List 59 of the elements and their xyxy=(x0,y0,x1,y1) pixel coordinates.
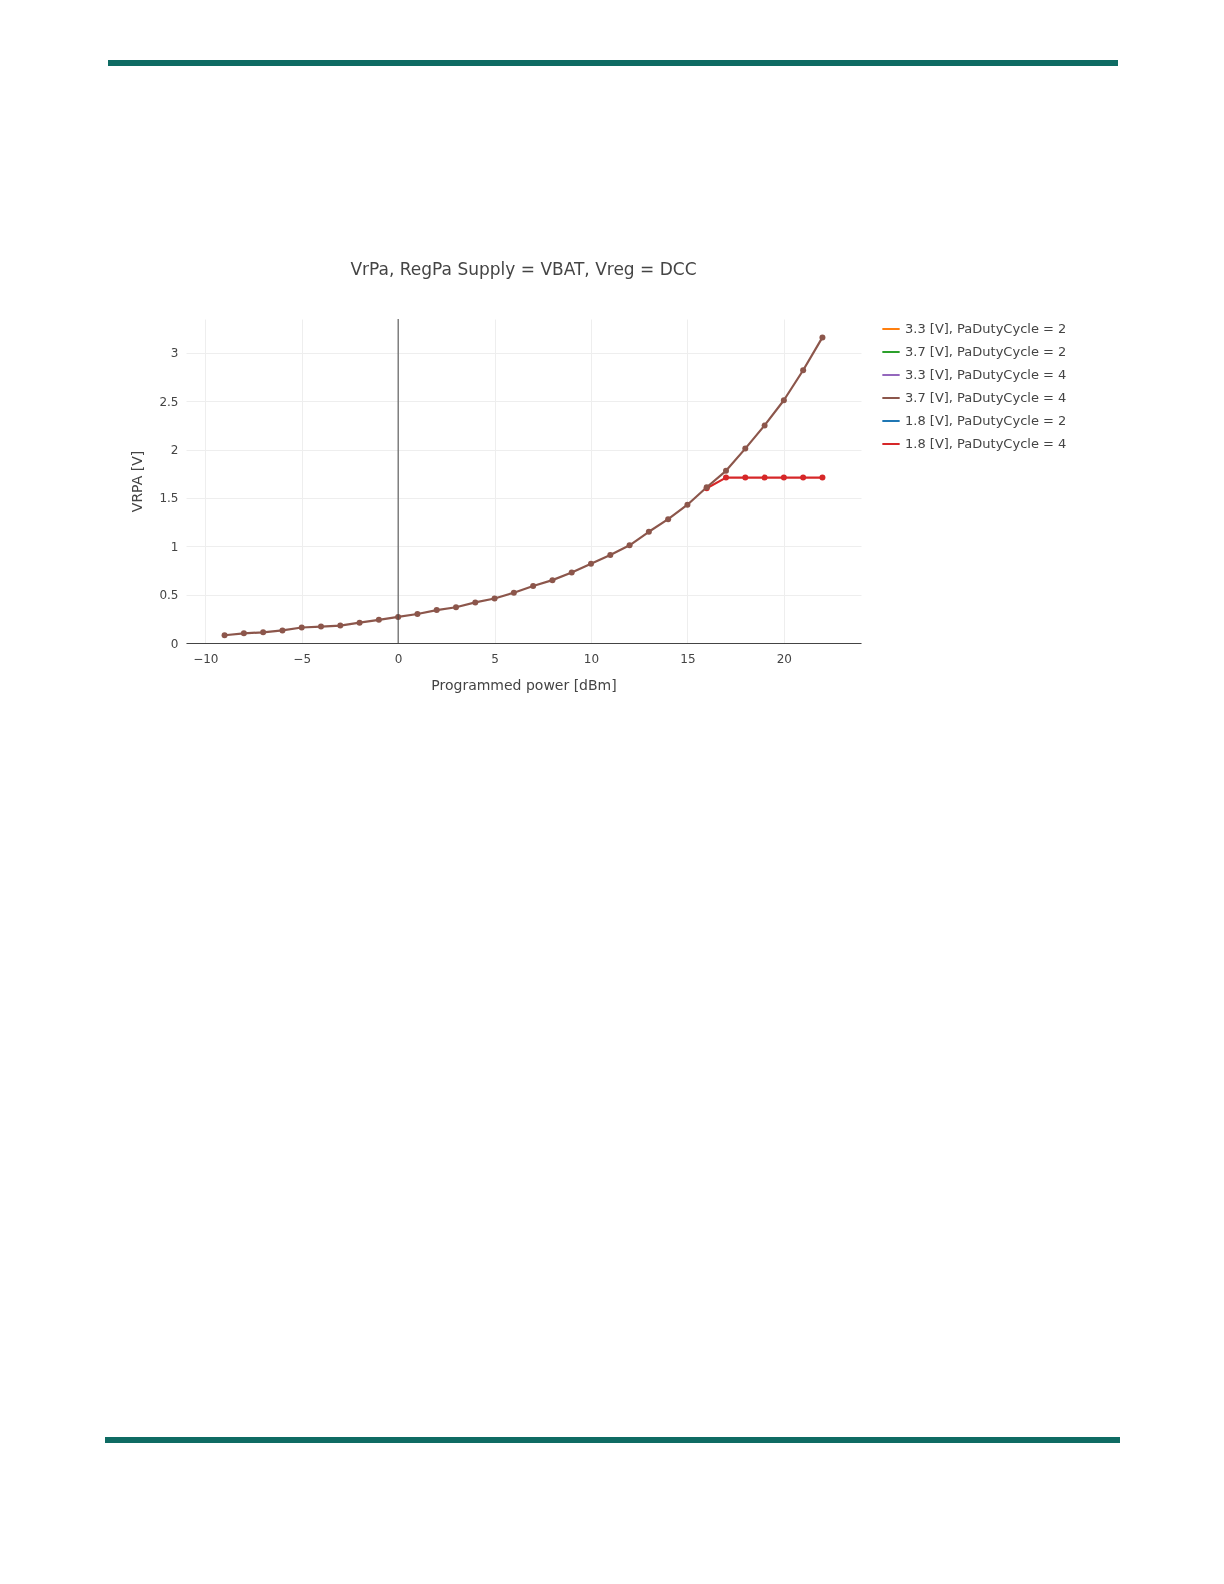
point xyxy=(375,616,382,623)
point xyxy=(549,577,556,584)
x-tick-label: 5 xyxy=(491,651,499,666)
point xyxy=(221,632,228,639)
x-tick-label: 15 xyxy=(680,651,696,666)
point xyxy=(742,474,749,481)
point xyxy=(337,622,344,629)
y-tick-label: 1 xyxy=(170,539,179,554)
point xyxy=(298,624,305,631)
point xyxy=(472,599,479,606)
point xyxy=(780,397,787,404)
chart-title: VrPa, RegPa Supply = VBAT, Vreg = DCC xyxy=(350,258,697,279)
point xyxy=(723,474,729,481)
point xyxy=(819,474,826,481)
legend-label: 1.8 [V], PaDutyCycle = 4 xyxy=(905,436,1067,451)
legend-label: 3.7 [V], PaDutyCycle = 2 xyxy=(905,344,1067,359)
x-tick-label: 0 xyxy=(394,651,403,666)
point xyxy=(665,516,672,523)
point xyxy=(723,467,729,474)
point xyxy=(626,542,633,549)
point xyxy=(819,334,826,341)
x-tick-label: 20 xyxy=(776,651,792,666)
point xyxy=(568,569,575,576)
point xyxy=(240,630,247,637)
y-tick-label: 2.5 xyxy=(159,394,179,409)
point xyxy=(530,582,537,589)
y-axis-title: VRPA [V] xyxy=(129,450,146,513)
y-tick-label: 3 xyxy=(170,346,179,361)
point xyxy=(414,610,421,617)
point xyxy=(510,589,517,596)
legend-label: 3.7 [V], PaDutyCycle = 4 xyxy=(905,390,1067,405)
legend-label: 3.3 [V], PaDutyCycle = 2 xyxy=(905,321,1067,336)
point xyxy=(491,595,498,602)
point xyxy=(684,501,691,508)
point xyxy=(761,474,768,481)
point xyxy=(356,619,363,626)
y-tick-label: 2 xyxy=(170,443,179,458)
point xyxy=(453,604,459,611)
point xyxy=(607,551,614,558)
y-tick-label: 0 xyxy=(170,636,179,651)
point xyxy=(742,445,749,452)
legend-label: 1.8 [V], PaDutyCycle = 2 xyxy=(905,413,1067,428)
y-tick-label: 0.5 xyxy=(159,588,179,603)
point xyxy=(800,367,807,374)
point xyxy=(279,627,286,634)
point xyxy=(260,629,267,636)
point xyxy=(433,607,440,614)
point xyxy=(780,474,787,481)
x-tick-label: −5 xyxy=(293,651,312,666)
point xyxy=(588,560,594,567)
point xyxy=(318,623,324,630)
point xyxy=(800,474,807,481)
x-axis-title: Programmed power [dBm] xyxy=(431,676,617,693)
point xyxy=(761,422,768,429)
x-tick-label: 10 xyxy=(583,651,600,666)
point xyxy=(645,528,652,535)
legend-label: 3.3 [V], PaDutyCycle = 4 xyxy=(905,367,1067,382)
x-tick-label: −10 xyxy=(193,651,219,666)
y-tick-label: 1.5 xyxy=(159,491,179,506)
